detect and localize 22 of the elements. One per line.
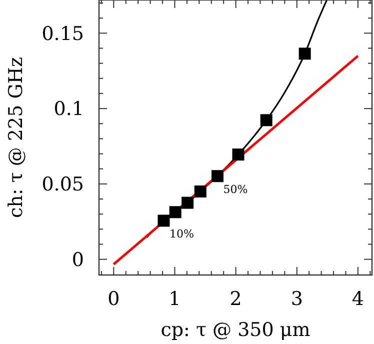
annotation: 10% [170,228,194,241]
x-tick-label: 0 [108,288,120,310]
x-tick-label: 1 [168,288,181,310]
point [211,170,224,182]
x-axis-title: cp: τ @ 350 μm [160,319,310,341]
point [260,114,272,126]
y-tick-label: 0.1 [54,98,84,120]
x-tick-label: 2 [230,288,242,310]
point [298,48,311,60]
y-tick-label: 0.05 [42,174,84,196]
annotation: 50% [223,182,248,196]
x-tick-label: 4 [352,288,364,310]
x-tick-label: 3 [290,288,303,310]
y-tick-label: 0.15 [42,22,84,45]
line-series [146,0,328,238]
y-axis-title: ch: τ @ 225 GHz [5,57,27,218]
point [158,214,170,227]
y-tick-label: 0 [72,248,84,271]
point [169,206,182,218]
point [194,185,206,198]
point [232,148,244,161]
point [182,196,194,209]
